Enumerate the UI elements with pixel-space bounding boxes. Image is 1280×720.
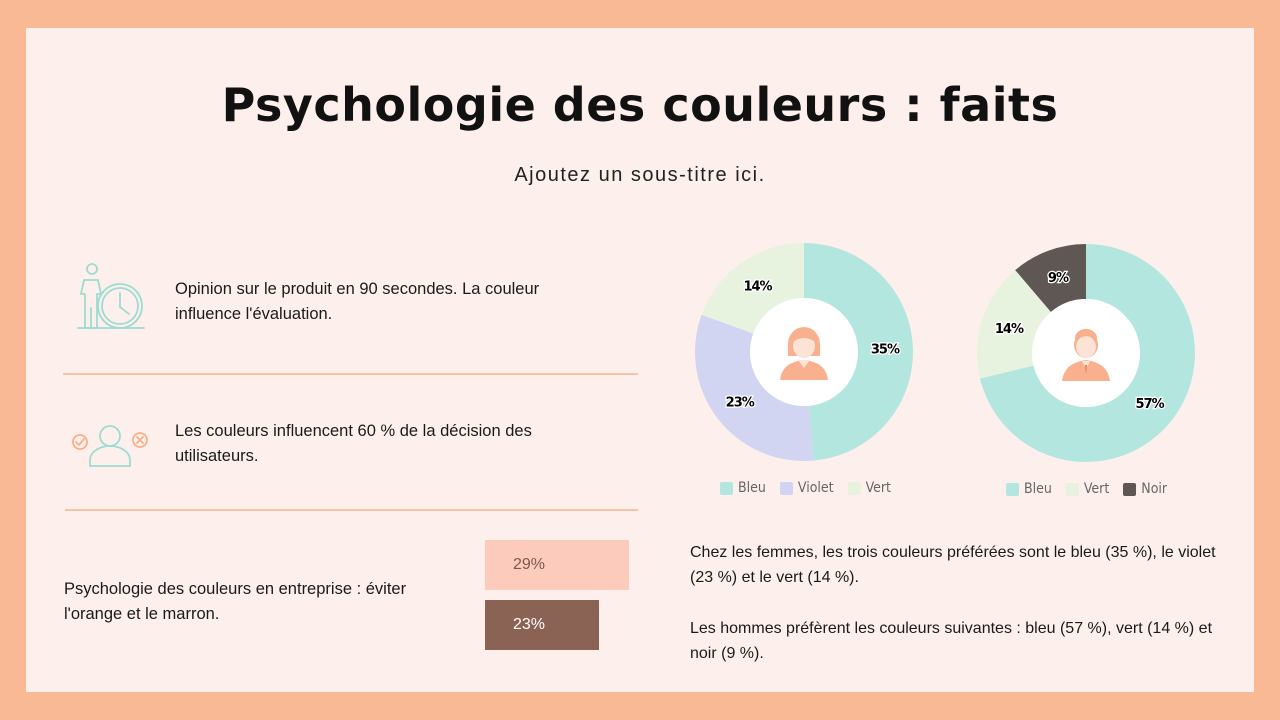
donut-data-label: 14%: [995, 322, 1024, 337]
donut-charts: 35% 23% 14% 57% 14% 9%: [695, 243, 1195, 462]
legend-label: Bleu: [1024, 481, 1052, 497]
donut-slice-bleu: [980, 244, 1195, 462]
legend-swatch: [1006, 482, 1019, 496]
legend-label: Violet: [797, 480, 834, 496]
percentage-bar: 23%: [485, 600, 599, 650]
legend-item: Violet: [779, 480, 834, 496]
legend-item: Bleu: [1006, 481, 1052, 497]
bar-label: 29%: [513, 556, 546, 573]
page-title: Psychologie des couleurs : faits: [221, 78, 1059, 132]
donut-data-label: 14%: [743, 280, 772, 295]
donut-slice-bleu: [804, 243, 914, 461]
donut-data-label: 35%: [871, 342, 900, 357]
fact-text: Psychologie des couleurs en entreprise :…: [64, 580, 407, 623]
man-avatar-icon: [1062, 329, 1110, 381]
legend-label: Vert: [1083, 481, 1110, 497]
legend-item: Noir: [1123, 481, 1167, 497]
divider: [65, 509, 638, 511]
legend-item: Bleu: [720, 480, 766, 496]
percentage-bar: 29%: [485, 540, 629, 590]
donut-chart: 35% 23% 14%: [695, 243, 914, 462]
legend-label: Noir: [1141, 481, 1168, 497]
donut-data-label: 23%: [726, 395, 755, 410]
donut-slice-vert: [701, 243, 804, 334]
donut-data-label: 57%: [1136, 397, 1165, 412]
legend-label: Vert: [865, 480, 891, 496]
women-paragraph: Chez les femmes, les trois couleurs préf…: [690, 544, 1216, 586]
chart-legend-women: Bleu Violet Vert: [720, 480, 899, 496]
woman-avatar-icon: [780, 327, 828, 380]
legend-swatch: [1065, 482, 1079, 496]
chart-legend-men: Bleu Vert Noir: [1006, 481, 1175, 497]
fact-text: Les couleurs influencent 60 % de la déci…: [175, 422, 532, 465]
fact-text: Opinion sur le produit en 90 secondes. L…: [175, 280, 540, 323]
person-clock-icon: [72, 260, 146, 338]
donut-data-label: 9%: [1048, 271, 1069, 286]
slide: Psychologie des couleurs : faits Ajoutez…: [26, 28, 1254, 692]
donut-slice-violet: [695, 314, 814, 462]
legend-swatch: [847, 481, 861, 495]
legend-item: Vert: [847, 480, 891, 496]
donut-slice-noir: [1015, 244, 1086, 312]
person-choice-icon: [70, 420, 150, 474]
legend-label: Bleu: [738, 480, 766, 496]
donut-chart: 57% 14% 9%: [977, 244, 1195, 462]
divider: [63, 373, 638, 375]
legend-item: Vert: [1065, 481, 1110, 497]
donut-slice-vert: [977, 270, 1051, 379]
men-paragraph: Les hommes préfèrent les couleurs suivan…: [690, 620, 1213, 662]
bar-label: 23%: [513, 616, 546, 633]
legend-swatch: [779, 481, 793, 495]
legend-swatch: [1123, 482, 1137, 496]
legend-swatch: [720, 481, 733, 495]
page-subtitle: Ajoutez un sous-titre ici.: [514, 164, 766, 186]
